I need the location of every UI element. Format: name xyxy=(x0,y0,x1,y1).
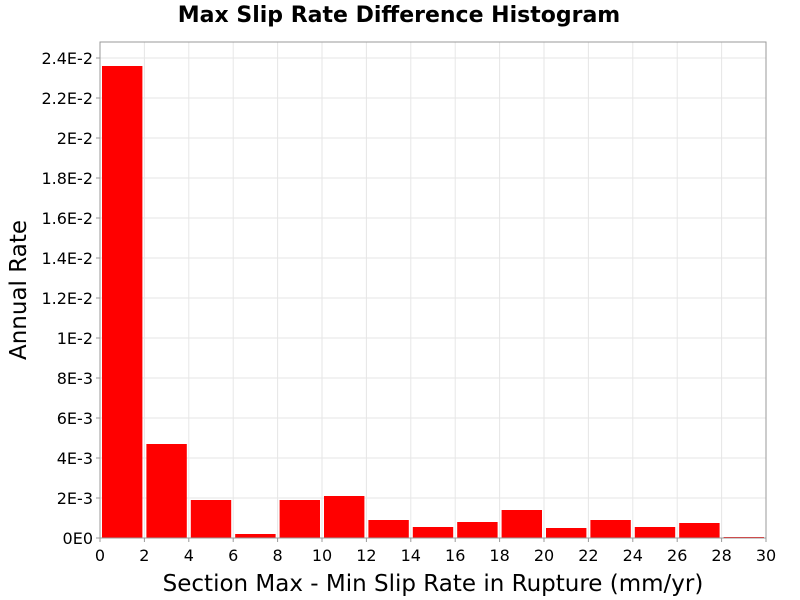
y-tick-label: 1.2E-2 xyxy=(41,289,93,308)
x-tick-label: 18 xyxy=(489,546,509,565)
y-tick-label: 0E0 xyxy=(63,529,93,548)
x-tick-label: 4 xyxy=(184,546,194,565)
histogram-bar xyxy=(634,527,676,538)
x-tick-label: 8 xyxy=(273,546,283,565)
x-tick-label: 20 xyxy=(534,546,554,565)
x-tick-label: 26 xyxy=(667,546,687,565)
y-tick-label: 1.4E-2 xyxy=(41,249,93,268)
y-tick-label: 2.2E-2 xyxy=(41,89,93,108)
y-tick-label: 1E-2 xyxy=(57,329,93,348)
x-tick-label: 0 xyxy=(95,546,105,565)
y-tick-label: 6E-3 xyxy=(57,409,93,428)
x-tick-label: 6 xyxy=(228,546,238,565)
x-tick-label: 2 xyxy=(139,546,149,565)
histogram-bar xyxy=(412,527,454,538)
histogram-bar xyxy=(190,500,232,538)
y-tick-label: 2.4E-2 xyxy=(41,49,93,68)
histogram-bar xyxy=(457,522,498,538)
y-tick-label: 4E-3 xyxy=(57,449,93,468)
x-axis-label: Section Max - Min Slip Rate in Rupture (… xyxy=(163,571,704,597)
x-tick-label: 22 xyxy=(578,546,598,565)
y-tick-labels: 0E0 2E-3 4E-3 6E-3 8E-3 1E-2 1.2E-2 1.4E-2 1.6E-… xyxy=(41,49,100,548)
x-tick-label: 28 xyxy=(711,546,731,565)
x-tick-label: 10 xyxy=(312,546,332,565)
x-tick-labels: 0 2 4 6 8 10 12 14 16 18 20 22 24 26 28 30 xyxy=(95,538,776,565)
plot-frame xyxy=(99,41,767,539)
histogram-bar xyxy=(324,496,365,538)
y-tick-label: 1.6E-2 xyxy=(41,209,93,228)
histogram-bar xyxy=(679,523,720,538)
histogram-bar xyxy=(102,66,143,538)
histogram-bar xyxy=(501,510,542,538)
x-tick-label: 16 xyxy=(445,546,465,565)
histogram-bar xyxy=(368,520,409,538)
x-tick-label: 24 xyxy=(623,546,643,565)
y-tick-label: 8E-3 xyxy=(57,369,93,388)
x-tick-label: 30 xyxy=(756,546,776,565)
y-tick-label: 1.8E-2 xyxy=(41,169,93,188)
chart-title: Max Slip Rate Difference Histogram xyxy=(178,3,620,28)
histogram-bar xyxy=(279,500,320,538)
histogram-bar xyxy=(546,528,587,538)
grid-layer xyxy=(99,42,767,539)
y-axis-label: Annual Rate xyxy=(6,220,32,360)
y-tick-label: 2E-2 xyxy=(57,129,93,148)
histogram-bar xyxy=(235,534,276,538)
histogram-bar xyxy=(590,520,631,538)
bar-layer xyxy=(102,66,764,538)
y-tick-label: 2E-3 xyxy=(57,489,93,508)
x-tick-label: 14 xyxy=(401,546,421,565)
x-tick-label: 12 xyxy=(356,546,376,565)
histogram-bar xyxy=(146,444,187,538)
